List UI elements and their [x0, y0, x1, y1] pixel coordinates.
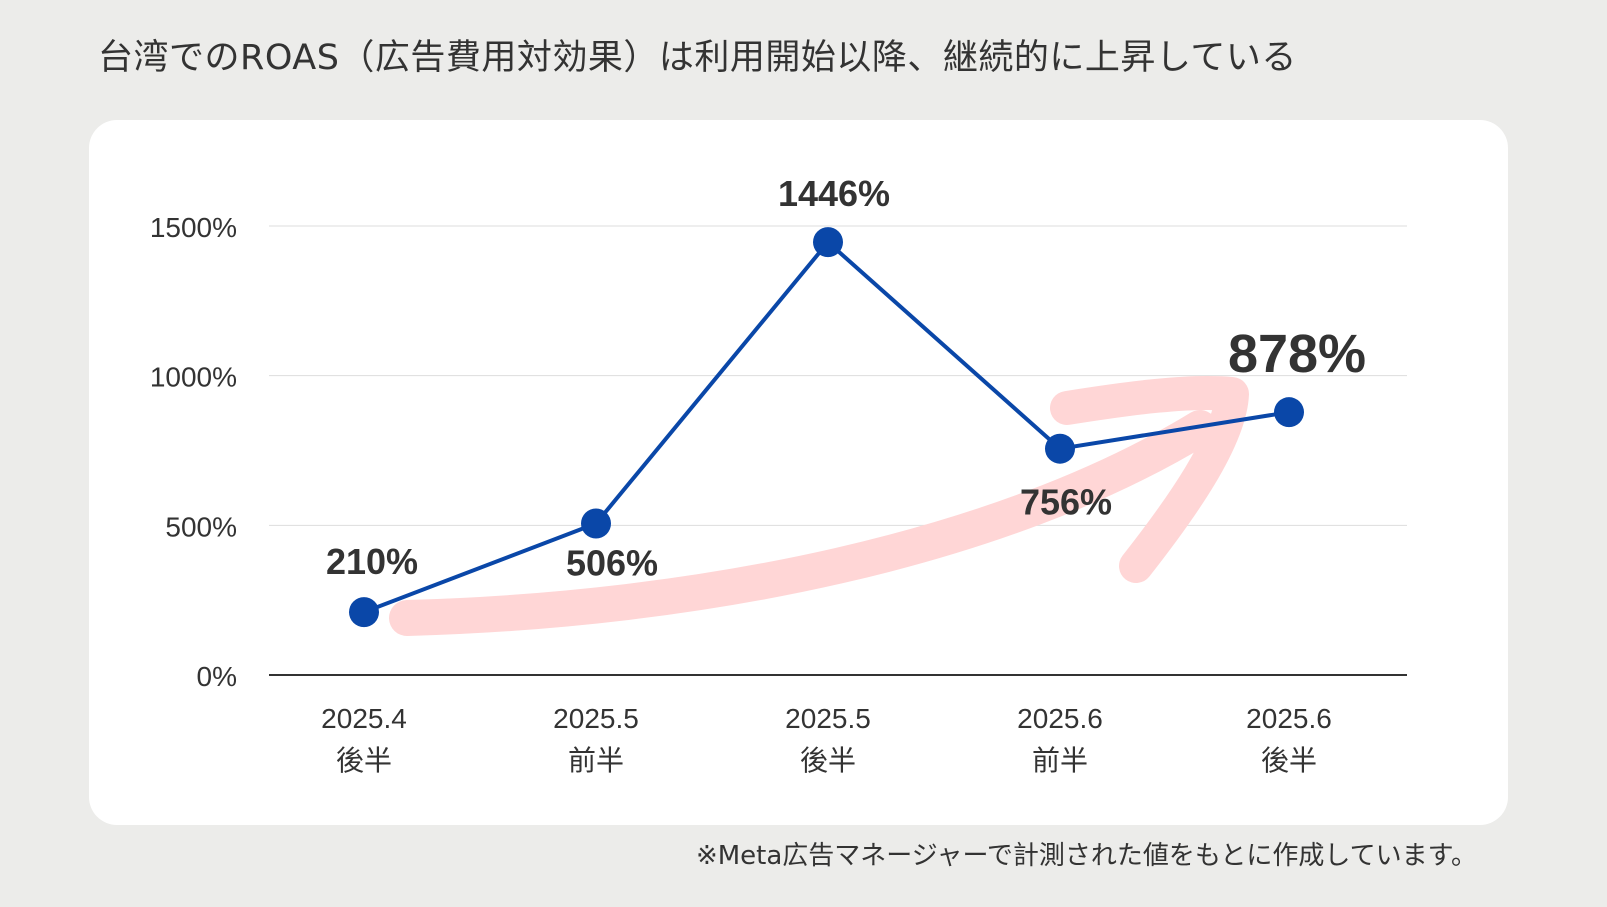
- data-label: 210%: [326, 541, 418, 582]
- x-tick-label-half: 後半: [1261, 744, 1317, 777]
- x-tick-label-period: 2025.6: [1246, 703, 1332, 734]
- grid-lines: [269, 225, 1407, 676]
- footnote: ※Meta広告マネージャーで計測された値をもとに作成しています。: [695, 841, 1477, 871]
- y-tick-label: 1000%: [150, 362, 237, 393]
- y-tick-label: 500%: [165, 511, 237, 542]
- page-title: 台湾でのROAS（広告費用対効果）は利用開始以降、継続的に上昇している: [98, 38, 1297, 78]
- y-tick-label: 1500%: [150, 212, 237, 243]
- x-tick-label-half: 前半: [1032, 744, 1088, 777]
- trend-arrow-head: [1050, 375, 1249, 583]
- chart-card: [89, 120, 1508, 825]
- data-labels: 210% 506% 1446% 756% 878%: [326, 173, 1366, 583]
- data-label-highlight: 878%: [1228, 324, 1366, 384]
- data-point: [1274, 397, 1304, 428]
- data-point: [581, 508, 611, 539]
- x-tick-label-period: 2025.6: [1017, 703, 1103, 734]
- data-point: [813, 227, 843, 258]
- data-point-markers: [349, 227, 1304, 628]
- x-tick-label-half: 後半: [800, 744, 856, 777]
- data-label: 1446%: [778, 173, 890, 214]
- y-axis-tick-labels: 0% 500% 1000% 1500%: [150, 212, 237, 692]
- x-tick-label-half: 前半: [568, 744, 624, 777]
- x-tick-label-period: 2025.4: [321, 703, 407, 734]
- trend-arrow: [389, 375, 1249, 636]
- data-point: [1045, 433, 1075, 464]
- x-tick-label-period: 2025.5: [553, 703, 639, 734]
- data-label: 756%: [1020, 482, 1112, 523]
- y-tick-label: 0%: [197, 661, 237, 692]
- x-tick-label-period: 2025.5: [785, 703, 871, 734]
- data-point: [349, 597, 379, 628]
- x-axis-tick-labels: 2025.4 後半 2025.5 前半 2025.5 後半 2025.6 前半 2025.6 後半: [321, 703, 1332, 777]
- trend-arrow-shaft: [389, 410, 1218, 636]
- x-tick-label-half: 後半: [336, 744, 392, 777]
- data-label: 506%: [566, 543, 658, 584]
